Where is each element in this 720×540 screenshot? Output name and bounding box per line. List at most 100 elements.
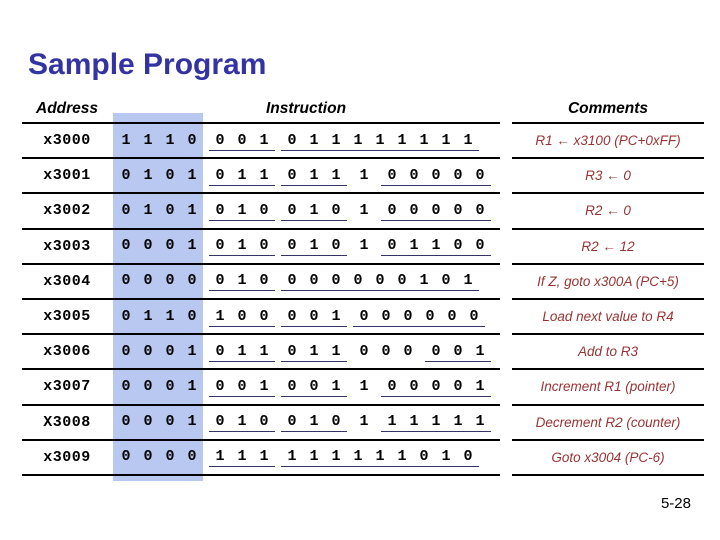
table-row: x3006 0 0 0 1 0 1 1 0 1 1 0 0 0 0 0 1 Add to R3 [0, 335, 720, 371]
bit: 0 [403, 307, 413, 325]
bit: 1 [259, 448, 269, 466]
bit: 1 [309, 413, 319, 431]
bit: 0 [165, 272, 175, 290]
bit: 1 [353, 131, 363, 149]
segment-gap [500, 265, 512, 300]
bit: 1 [187, 342, 197, 360]
bit: 0 [187, 131, 197, 149]
bit: 1 [165, 131, 175, 149]
bit: 1 [475, 342, 485, 360]
address-cell: x3000 [43, 132, 91, 150]
bit: 0 [475, 201, 485, 219]
bit: 0 [187, 272, 197, 290]
comment-text: R2 ← 12 [581, 238, 635, 254]
table-row: x3002 0 1 0 1 0 1 0 0 1 0 1 0 0 0 0 0 R2 ← 0 [0, 194, 720, 230]
bit: 0 [381, 342, 391, 360]
address-cell: x3006 [43, 343, 91, 361]
bit-group: 1 [353, 236, 375, 255]
bit: 0 [409, 377, 419, 395]
bit: 1 [309, 448, 319, 466]
comment-cell: Decrement R2 (counter) [512, 406, 704, 441]
bit: 0 [259, 237, 269, 255]
bit: 0 [309, 307, 319, 325]
bit: 1 [237, 342, 247, 360]
segment-gap [500, 406, 512, 441]
bit: 0 [375, 272, 385, 290]
bit: 1 [187, 413, 197, 431]
table-row: x3004 0 0 0 0 0 1 0 0 0 0 0 0 0 1 0 1 If Z, goto x300A (P… [0, 265, 720, 300]
bit-group: 1 [353, 166, 375, 185]
bit: 1 [463, 272, 473, 290]
bit: 0 [387, 237, 397, 255]
bit: 0 [403, 342, 413, 360]
bit: 0 [387, 166, 397, 184]
bit: 0 [121, 237, 131, 255]
bit: 1 [187, 237, 197, 255]
row-left-segment: x3006 0 0 0 1 0 1 1 0 1 1 0 0 0 0 0 1 [22, 335, 500, 371]
table-row: x3003 0 0 0 1 0 1 0 0 1 0 1 0 1 1 0 0 R2 ← 12 [0, 230, 720, 265]
comment-cell: Goto x3004 (PC-6) [512, 441, 704, 476]
comment-text: Load next value to R4 [542, 309, 674, 325]
bit: 0 [165, 237, 175, 255]
segment-gap [500, 96, 512, 124]
bit: 0 [143, 272, 153, 290]
bit-group: 1 [353, 412, 375, 431]
bit: 0 [387, 201, 397, 219]
bit: 0 [331, 272, 341, 290]
bit: 0 [215, 413, 225, 431]
bit: 0 [165, 413, 175, 431]
bit: 1 [237, 237, 247, 255]
bit: 0 [287, 201, 297, 219]
bit: 1 [397, 131, 407, 149]
bit: 0 [447, 307, 457, 325]
bit: 0 [143, 237, 153, 255]
bit: 1 [287, 448, 297, 466]
bit: 1 [331, 448, 341, 466]
bit: 0 [441, 272, 451, 290]
header-address: Address [36, 100, 99, 117]
bit: 1 [359, 166, 369, 184]
comment-text: If Z, goto x300A (PC+5) [537, 273, 679, 289]
address-cell: x3009 [43, 448, 91, 466]
segment-gap [500, 194, 512, 229]
bit: 0 [165, 448, 175, 466]
bit: 1 [165, 307, 175, 325]
bit: 0 [165, 201, 175, 219]
bit: 0 [121, 342, 131, 360]
address-cell: x3005 [43, 308, 91, 326]
comment-text: Decrement R2 (counter) [535, 414, 681, 430]
comment-cell: Increment R1 (pointer) [512, 370, 704, 406]
bit: 1 [359, 413, 369, 431]
bit: 1 [259, 131, 269, 149]
bit: 1 [431, 413, 441, 431]
bit: 1 [309, 201, 319, 219]
bit: 1 [397, 448, 407, 466]
bit: 0 [287, 131, 297, 149]
bit: 0 [453, 201, 463, 219]
bit: 1 [359, 377, 369, 395]
table-header-row: Address Instruction Comments [0, 96, 720, 124]
bit: 0 [121, 272, 131, 290]
header-instruction: Instruction [265, 100, 347, 117]
opcode-highlight-band [113, 113, 203, 481]
bit: 1 [187, 166, 197, 184]
bit: 0 [143, 377, 153, 395]
comment-cell: R3 ← 0 [512, 159, 704, 195]
bit: 0 [121, 307, 131, 325]
